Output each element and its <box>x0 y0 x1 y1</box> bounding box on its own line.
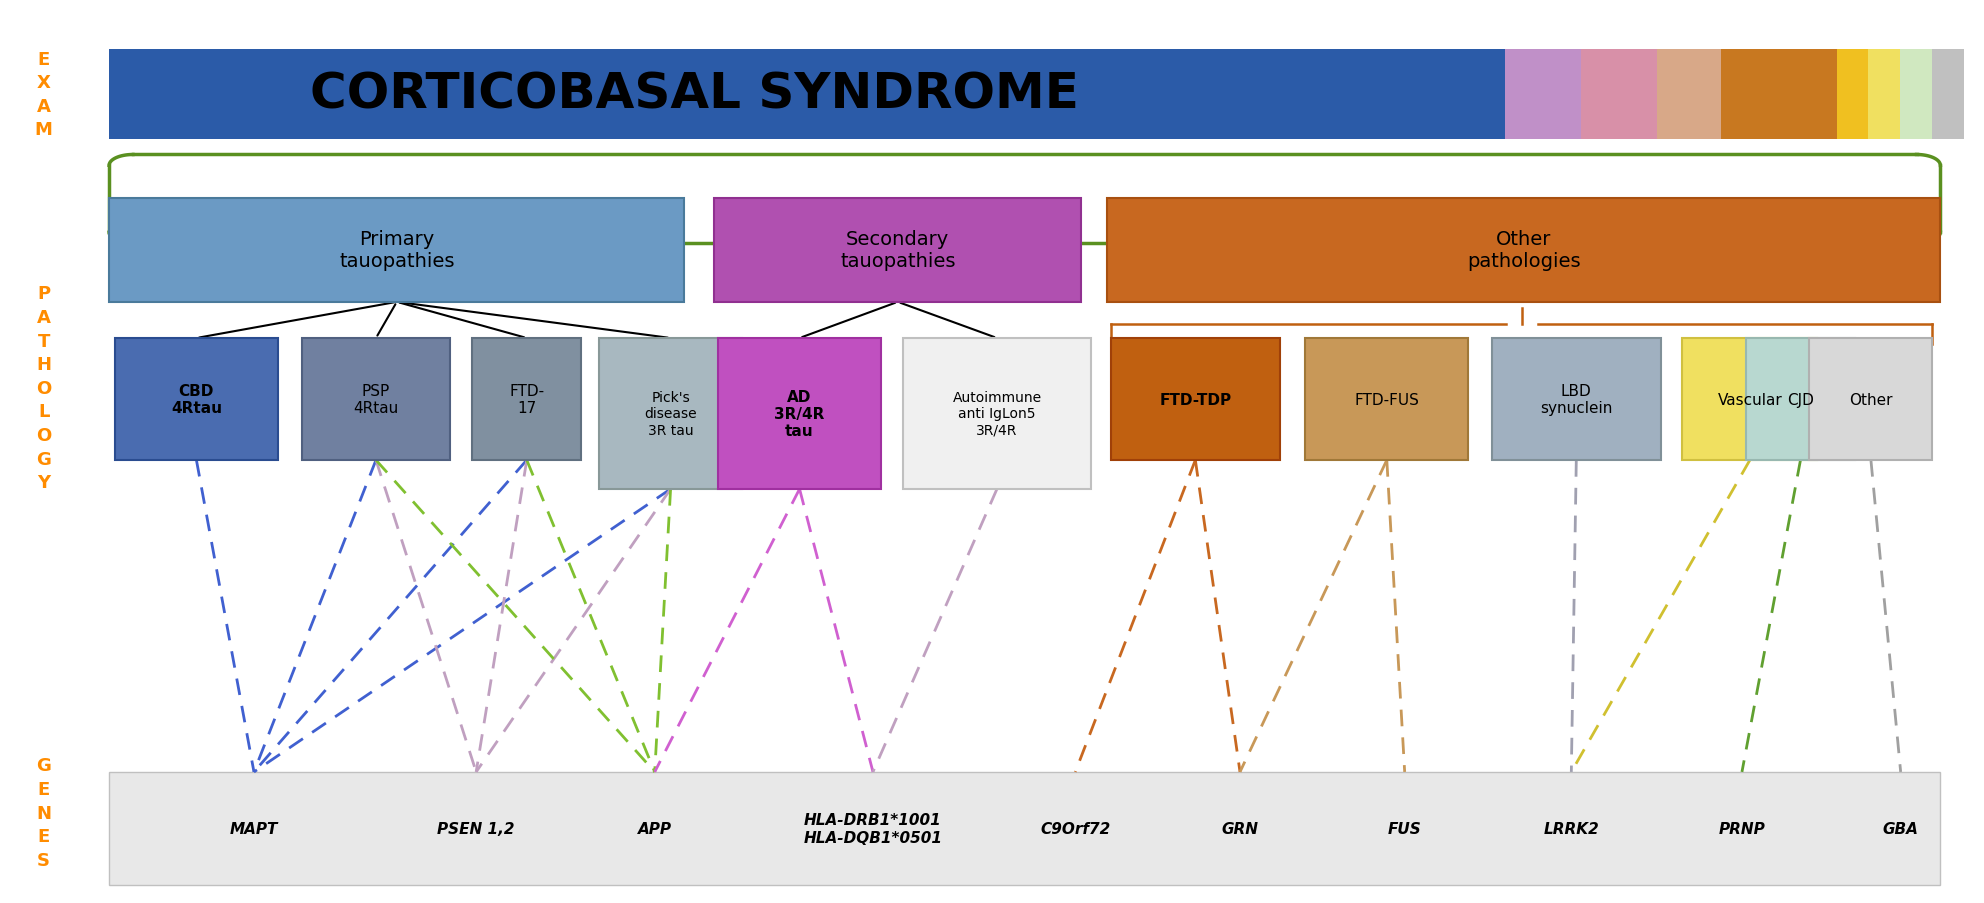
Bar <box>302 339 450 461</box>
Text: Other
pathologies: Other pathologies <box>1466 230 1581 271</box>
Bar <box>1111 339 1280 461</box>
Bar <box>714 199 1081 303</box>
Bar <box>1107 199 1940 303</box>
Text: Pick's
disease
3R tau: Pick's disease 3R tau <box>645 391 696 437</box>
Text: APP: APP <box>637 821 673 836</box>
Bar <box>472 339 581 461</box>
Text: P
A
T
H
O
L
O
G
Y: P A T H O L O G Y <box>36 285 52 491</box>
Text: C9Orf72: C9Orf72 <box>1040 821 1111 836</box>
Bar <box>1720 50 1837 140</box>
Text: PSEN 1,2: PSEN 1,2 <box>436 821 516 836</box>
Text: E
X
A
M: E X A M <box>34 51 54 139</box>
Text: GRN: GRN <box>1222 821 1258 836</box>
Bar <box>1581 50 1657 140</box>
Text: LBD
synuclein: LBD synuclein <box>1540 384 1613 415</box>
Text: CBD
4Rtau: CBD 4Rtau <box>171 384 222 415</box>
Text: Autoimmune
anti IgLon5
3R/4R: Autoimmune anti IgLon5 3R/4R <box>952 391 1042 437</box>
Bar <box>599 339 742 489</box>
Bar <box>1869 50 1901 140</box>
Text: PSP
4Rtau: PSP 4Rtau <box>353 384 399 415</box>
Text: Secondary
tauopathies: Secondary tauopathies <box>839 230 956 271</box>
Bar <box>109 199 684 303</box>
Bar <box>1506 50 1581 140</box>
Bar <box>1901 50 1932 140</box>
Text: MAPT: MAPT <box>230 821 278 836</box>
Bar <box>903 339 1091 489</box>
Text: FTD-TDP: FTD-TDP <box>1159 392 1232 407</box>
Text: FUS: FUS <box>1387 821 1423 836</box>
Bar <box>1682 339 1817 461</box>
Bar <box>1492 339 1661 461</box>
Text: LRRK2: LRRK2 <box>1544 821 1599 836</box>
Text: GBA: GBA <box>1883 821 1919 836</box>
Bar <box>718 339 881 489</box>
Bar <box>1305 339 1468 461</box>
Bar <box>1746 339 1855 461</box>
Text: CJD: CJD <box>1788 392 1813 407</box>
Text: Other: Other <box>1849 392 1893 407</box>
Text: CORTICOBASAL SYNDROME: CORTICOBASAL SYNDROME <box>310 70 1079 119</box>
Text: HLA-DRB1*1001
HLA-DQB1*0501: HLA-DRB1*1001 HLA-DQB1*0501 <box>804 813 942 844</box>
Text: Vascular: Vascular <box>1718 392 1782 407</box>
Bar <box>1837 50 1869 140</box>
Text: FTD-
17: FTD- 17 <box>510 384 544 415</box>
Text: Primary
tauopathies: Primary tauopathies <box>339 230 454 271</box>
Text: AD
3R/4R
tau: AD 3R/4R tau <box>774 389 825 439</box>
Bar <box>1932 50 1964 140</box>
Bar <box>109 772 1940 885</box>
Bar <box>109 50 1506 140</box>
Text: FTD-FUS: FTD-FUS <box>1355 392 1419 407</box>
Text: PRNP: PRNP <box>1718 821 1766 836</box>
Bar <box>1657 50 1720 140</box>
Bar <box>1809 339 1932 461</box>
Text: G
E
N
E
S: G E N E S <box>36 757 52 869</box>
Bar <box>115 339 278 461</box>
